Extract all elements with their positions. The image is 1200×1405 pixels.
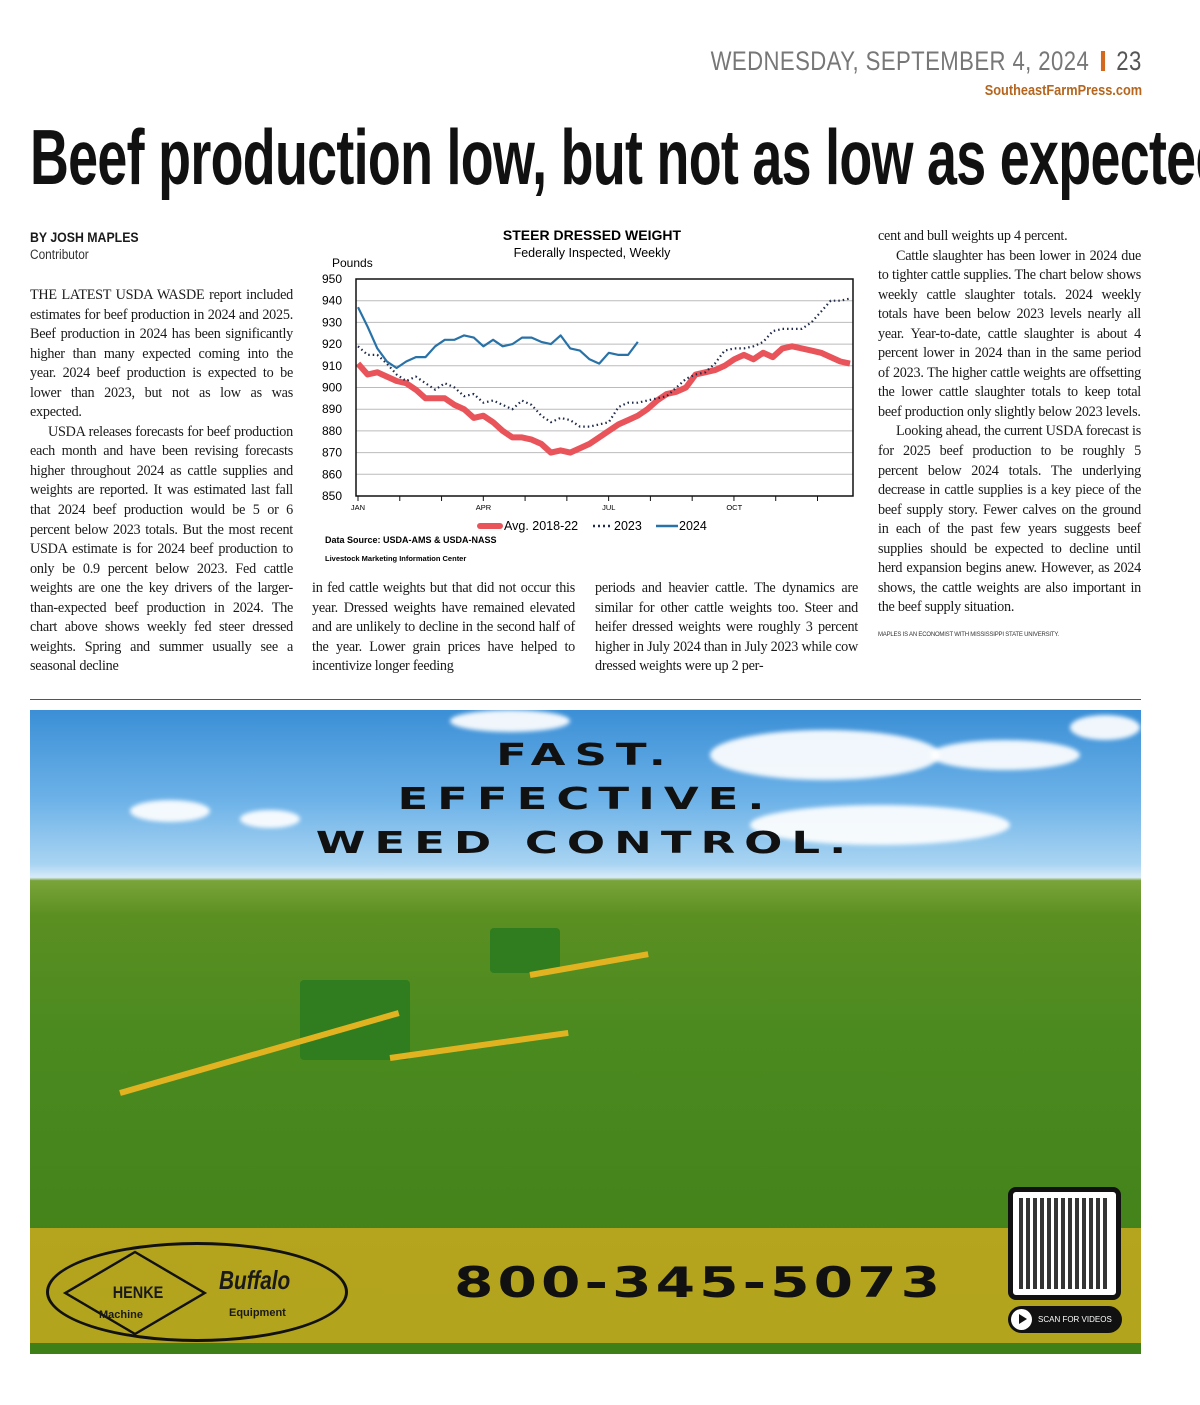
chart-producer: Livestock Marketing Information Center [325,554,466,563]
brand-buffalo-sub: Equipment [229,1307,286,1319]
y-tick-label: 900 [322,381,342,395]
y-axis-label: Pounds [332,256,373,270]
dateline: WEDNESDAY, SEPTEMBER 4, 2024 23 [711,46,1142,77]
y-tick-label: 870 [322,446,342,460]
issue-date: WEDNESDAY, SEPTEMBER 4, 2024 [710,46,1090,76]
chart-title: STEER DRESSED WEIGHT [503,227,682,243]
ad-phone-number[interactable]: 800-345-5073 [454,1258,945,1307]
series-line-2024 [357,306,639,370]
qr-code[interactable] [1008,1187,1121,1300]
article-column-1: THE LATEST USDA WASDE report included es… [30,286,293,677]
scan-for-videos-button[interactable]: SCAN FOR VIDEOS [1008,1306,1122,1333]
article-column-3: periods and heavier cattle. The dynamics… [595,579,858,677]
series-line-avg-2018-22 [355,343,851,456]
site-url[interactable]: SoutheastFarmPress.com [984,82,1142,99]
brand-buffalo: Buffalo [219,1265,291,1295]
paragraph: THE LATEST USDA WASDE report included es… [30,287,293,421]
x-tick-label: JAN [351,503,365,512]
x-tick-label: JUL [602,503,615,512]
y-tick-label: 880 [322,424,342,438]
paragraph: in fed cattle weights but that did not o… [312,580,575,675]
tractor-image [490,928,560,973]
y-tick-label: 940 [322,294,342,308]
author-role: Contributor [30,247,89,262]
advertisement[interactable]: FAST. EFFECTIVE. WEED CONTROL. HENKE Mac… [30,710,1141,1354]
tractor-image [300,980,410,1060]
author-credit: MAPLES IS AN ECONOMIST WITH MISSISSIPPI … [878,631,1059,638]
brand-henke: HENKE [112,1283,164,1302]
ad-headline-line-2: EFFECTIVE. [397,782,774,817]
legend-label-2024: 2024 [679,519,707,533]
scan-label: SCAN FOR VIDEOS [1038,1315,1112,1324]
legend-label-avg: Avg. 2018-22 [504,519,578,533]
legend-label-2023: 2023 [614,519,642,533]
paragraph: USDA releases forecasts for beef product… [30,423,293,675]
henke-buffalo-logo: HENKE Machine Buffalo Equipment [46,1242,348,1342]
series-line-2023 [357,297,851,428]
y-tick-label: 920 [322,337,342,351]
x-tick-label: APR [476,503,492,512]
x-tick-label: OCT [726,503,742,512]
byline: BY JOSH MAPLES [30,229,139,245]
y-tick-label: 890 [322,402,342,416]
cultivator-image [389,1029,569,1061]
chart-source: Data Source: USDA-AMS & USDA-NASS [325,535,497,545]
ad-headline-line-1: FAST. [496,738,675,773]
play-icon [1011,1309,1032,1330]
y-tick-label: 930 [322,315,342,329]
section-divider [30,699,1141,700]
plot-frame [355,278,854,497]
page-number: 23 [1116,46,1142,76]
paragraph: periods and heavier cattle. The dynamics… [595,580,858,675]
ad-headline-line-3: WEED CONTROL. [315,826,856,861]
paragraph: cent and bull weights up 4 percent. [878,228,1068,244]
brand-henke-sub: Machine [99,1309,144,1321]
y-tick-label: 950 [322,272,342,286]
y-tick-label: 860 [322,467,342,481]
y-tick-label: 910 [322,359,342,373]
article-column-2: in fed cattle weights but that did not o… [312,579,575,677]
paragraph: Cattle slaughter has been lower in 2024 … [878,247,1141,420]
y-tick-label: 850 [322,489,342,503]
paragraph: Looking ahead, the current USDA forecast… [878,423,1141,616]
chart-subtitle: Federally Inspected, Weekly [514,246,672,260]
headline: Beef production low, but not as low as e… [30,113,1200,201]
steer-weight-chart: STEER DRESSED WEIGHT Federally Inspected… [322,227,854,563]
article-column-4: cent and bull weights up 4 percent. Catt… [878,227,1141,645]
separator [1100,51,1106,71]
